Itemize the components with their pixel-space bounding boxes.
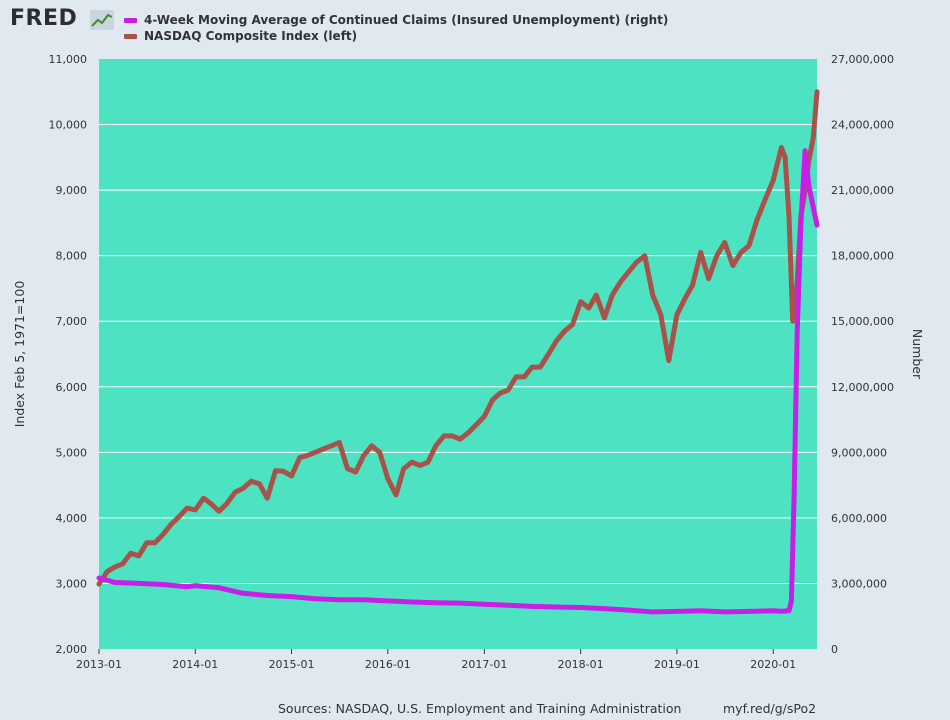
y-axis-right: 0 3,000,000 6,000,000 9,000,000 12,000,000 15… [831,53,894,656]
chart-legend: 4-Week Moving Average of Continued Claim… [124,12,668,44]
y-right-tick-label: 18,000,000 [831,250,894,263]
x-tick-label: 2020-01 [750,658,796,671]
y-left-tick-label: 4,000 [56,512,88,525]
y-left-tick-label: 9,000 [56,184,88,197]
line-chart-icon [90,10,114,30]
short-link[interactable]: myf.red/g/sPo2 [723,701,817,716]
legend-label-claims: 4-Week Moving Average of Continued Claim… [144,13,669,27]
x-tick-label: 2019-01 [654,658,700,671]
y-axis-left: 2,000 3,000 4,000 5,000 6,000 7,000 8,000 9,000… [49,53,88,656]
x-tick-label: 2014-01 [172,658,218,671]
legend-item-nasdaq[interactable]: NASDAQ Composite Index (left) [124,28,668,44]
x-tick-label: 2013-01 [76,658,122,671]
y-right-tick-label: 3,000,000 [831,577,887,590]
y-left-tick-label: 8,000 [56,250,88,263]
gridlines [99,124,817,584]
y-right-tick-label: 6,000,000 [831,512,887,525]
y-right-tick-label: 9,000,000 [831,446,887,459]
legend-label-nasdaq: NASDAQ Composite Index (left) [144,29,358,43]
y-right-tick-label: 12,000,000 [831,381,894,394]
y-left-tick-label: 2,000 [56,643,88,656]
y-right-tick-label: 0 [831,643,838,656]
x-tick-label: 2017-01 [461,658,507,671]
y-left-tick-label: 11,000 [49,53,88,66]
sources-text: Sources: NASDAQ, U.S. Employment and Tra… [278,701,682,716]
y-left-tick-label: 10,000 [49,119,88,132]
y-left-tick-label: 3,000 [56,577,88,590]
y-left-tick-label: 6,000 [56,381,88,394]
y-right-tick-label: 24,000,000 [831,119,894,132]
y-left-tick-label: 5,000 [56,446,88,459]
series-line-nasdaq [96,89,820,587]
x-tick-label: 2018-01 [558,658,604,671]
x-axis: 2013-01 2014-01 2015-01 2016-01 2017-01 2018-… [76,649,796,671]
series-line-claims [96,148,820,615]
legend-swatch-claims [124,17,137,23]
legend-item-claims[interactable]: 4-Week Moving Average of Continued Claim… [124,12,668,28]
series-layer [96,89,820,615]
fred-logo: FRED [10,6,78,31]
x-tick-label: 2016-01 [365,658,411,671]
y-right-tick-label: 15,000,000 [831,315,894,328]
y-axis-left-title: Index Feb 5, 1971=100 [12,281,27,428]
x-tick-label: 2015-01 [269,658,315,671]
legend-swatch-nasdaq [124,33,137,39]
y-right-tick-label: 27,000,000 [831,53,894,66]
y-axis-right-title: Number [910,329,925,380]
y-left-tick-label: 7,000 [56,315,88,328]
y-right-tick-label: 21,000,000 [831,184,894,197]
plot-area [99,59,817,649]
